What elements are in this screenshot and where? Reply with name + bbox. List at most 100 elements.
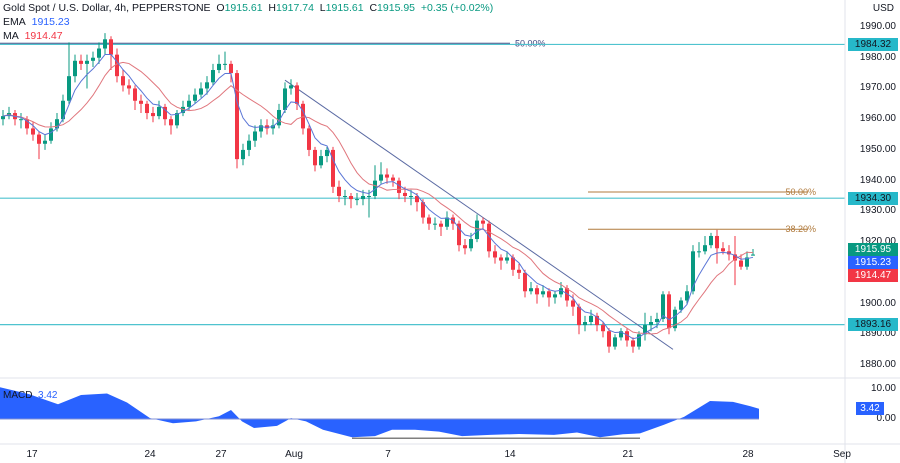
symbol-legend[interactable]: Gold Spot / U.S. Dollar, 4h, PEPPERSTONE…: [3, 2, 493, 14]
candle-body: [553, 294, 557, 298]
candle: [13, 109, 17, 126]
ma-legend[interactable]: MA 1914.47: [3, 30, 63, 42]
ema-legend[interactable]: EMA 1915.23: [3, 16, 70, 28]
candle-body: [721, 248, 725, 252]
candle-body: [697, 251, 701, 253]
candle: [427, 214, 431, 230]
indicators: [2, 54, 754, 340]
candle: [241, 143, 245, 166]
candle-body: [31, 128, 35, 135]
candle: [697, 242, 701, 258]
candle: [715, 229, 719, 264]
candle: [289, 79, 293, 95]
candle: [319, 149, 323, 169]
candle: [553, 291, 557, 304]
candle: [637, 331, 641, 350]
candle: [397, 177, 401, 200]
price-tick: 1950.00: [859, 143, 896, 155]
candle: [133, 85, 137, 110]
candle: [97, 42, 101, 64]
candle: [385, 168, 389, 184]
ma-label: MA: [3, 30, 19, 42]
candle-body: [655, 318, 659, 323]
candle-body: [115, 54, 119, 77]
candle-body: [427, 217, 431, 224]
macd-legend[interactable]: MACD 3.42: [3, 390, 57, 401]
candle-body: [433, 223, 437, 225]
candle: [73, 54, 77, 83]
candle: [547, 288, 551, 307]
candle-body: [751, 254, 755, 256]
fib-50-top-label: 50.00%: [515, 38, 546, 48]
candle: [349, 192, 353, 209]
candle: [445, 211, 449, 230]
candle-body: [541, 291, 545, 295]
candle-body: [307, 128, 311, 150]
candle-body: [499, 257, 503, 261]
candle: [193, 88, 197, 104]
candle-body: [217, 63, 221, 71]
candle: [121, 70, 125, 92]
candle-body: [325, 149, 329, 157]
candle-body: [385, 174, 389, 178]
macd-value-label: 3.42: [856, 402, 884, 415]
time-tick: Sep: [833, 449, 851, 460]
candle-body: [613, 337, 617, 347]
candle-body: [601, 325, 605, 332]
candle: [151, 106, 155, 123]
ma-value: 1914.47: [24, 30, 63, 42]
candle: [181, 100, 185, 117]
candle: [229, 60, 233, 83]
candle-body: [319, 156, 323, 166]
candle: [295, 82, 299, 110]
candle-body: [223, 63, 227, 65]
candle: [631, 337, 635, 353]
candle-body: [355, 199, 359, 201]
candle: [307, 125, 311, 157]
candle: [43, 134, 47, 150]
candle-body: [547, 291, 551, 298]
candle-body: [439, 223, 443, 227]
time-tick: 27: [215, 449, 227, 460]
candle-body: [61, 100, 65, 120]
close-value: 1915.95: [377, 2, 416, 14]
candle: [415, 192, 419, 212]
candle-body: [199, 88, 203, 95]
price-tick: 1880.00: [859, 359, 896, 371]
price-tick: 1990.00: [859, 21, 896, 32]
candle: [115, 48, 119, 83]
candle-body: [445, 217, 449, 227]
candle: [67, 42, 71, 104]
candle: [463, 239, 467, 255]
candle-body: [175, 113, 179, 126]
candle-body: [169, 119, 173, 126]
macd-value: 3.42: [38, 390, 58, 401]
candle: [457, 220, 461, 252]
candle: [187, 94, 191, 110]
candle-body: [67, 76, 71, 101]
candle-body: [121, 76, 125, 86]
candle: [169, 116, 173, 135]
candle: [7, 106, 11, 120]
candle: [613, 334, 617, 350]
candle-body: [193, 94, 197, 101]
candle: [667, 291, 671, 335]
macd-pane: [0, 387, 759, 439]
candle: [103, 33, 107, 55]
close-label: C: [369, 2, 378, 14]
macd-area: [0, 387, 759, 438]
price-tick: 1960.00: [859, 113, 896, 125]
currency-label[interactable]: USD: [872, 3, 894, 14]
candle: [409, 189, 413, 206]
candle: [625, 328, 629, 347]
candle: [673, 306, 677, 332]
low-value: 1915.61: [325, 2, 364, 14]
candle-body: [247, 140, 251, 150]
candle-body: [97, 48, 101, 58]
candle-body: [211, 70, 215, 83]
candle-body: [313, 149, 317, 166]
candle: [331, 146, 335, 193]
candle-body: [373, 180, 377, 197]
candle-body: [571, 300, 575, 307]
